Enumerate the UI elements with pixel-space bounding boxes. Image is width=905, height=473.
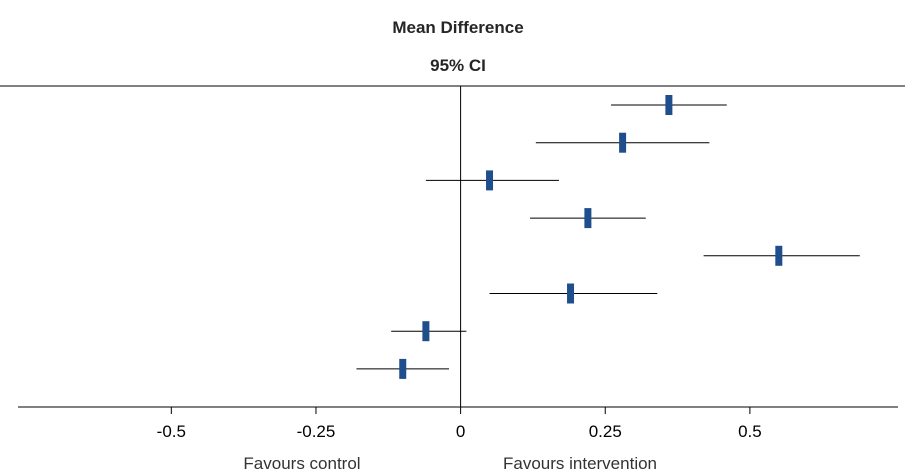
point-estimate-marker bbox=[584, 208, 592, 229]
study-row bbox=[489, 283, 658, 304]
studies bbox=[356, 95, 860, 379]
x-tick-label: 0.5 bbox=[738, 422, 762, 441]
x-tick-label: -0.5 bbox=[157, 422, 186, 441]
favours-control-label: Favours control bbox=[243, 454, 360, 473]
point-estimate-marker bbox=[486, 170, 494, 191]
study-row bbox=[703, 245, 860, 266]
point-estimate-marker bbox=[422, 321, 430, 342]
x-tick-label: 0 bbox=[456, 422, 465, 441]
chart-subtitle: 95% CI bbox=[430, 56, 486, 75]
x-ticks: -0.5 -0.25 0 0.25 0.5 bbox=[157, 407, 762, 441]
study-row bbox=[530, 208, 646, 229]
study-row bbox=[356, 358, 450, 379]
point-estimate-marker bbox=[567, 283, 575, 304]
x-tick-label: 0.25 bbox=[589, 422, 622, 441]
point-estimate-marker bbox=[619, 132, 627, 153]
study-row bbox=[535, 132, 710, 153]
point-estimate-marker bbox=[665, 95, 673, 115]
chart-title: Mean Difference bbox=[392, 18, 523, 37]
study-row bbox=[425, 170, 559, 191]
point-estimate-marker bbox=[775, 245, 783, 266]
x-tick-label: -0.25 bbox=[297, 422, 336, 441]
study-row bbox=[611, 95, 727, 115]
point-estimate-marker bbox=[399, 358, 407, 379]
favours-intervention-label: Favours intervention bbox=[503, 454, 657, 473]
study-row bbox=[391, 321, 467, 342]
